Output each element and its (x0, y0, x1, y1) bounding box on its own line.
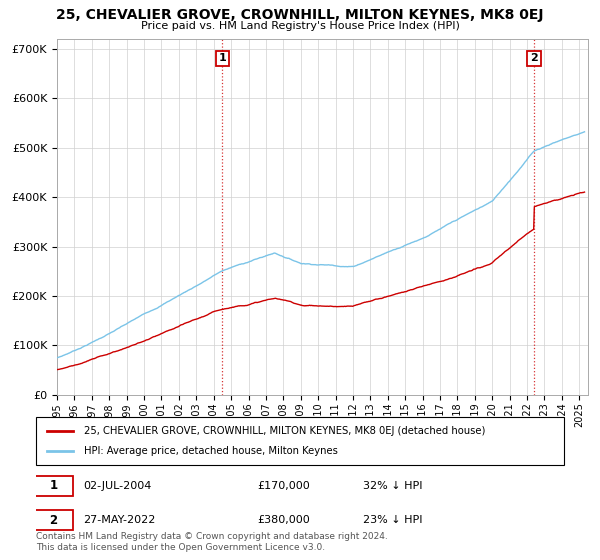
Text: 1: 1 (218, 53, 226, 63)
Text: 2: 2 (49, 514, 58, 526)
Text: 27-MAY-2022: 27-MAY-2022 (83, 515, 156, 525)
Text: Price paid vs. HM Land Registry's House Price Index (HPI): Price paid vs. HM Land Registry's House … (140, 21, 460, 31)
Text: £170,000: £170,000 (258, 481, 311, 491)
Text: £380,000: £380,000 (258, 515, 311, 525)
Text: 02-JUL-2004: 02-JUL-2004 (83, 481, 152, 491)
Text: 2: 2 (530, 53, 538, 63)
Text: 1: 1 (49, 479, 58, 492)
Text: HPI: Average price, detached house, Milton Keynes: HPI: Average price, detached house, Milt… (83, 446, 337, 456)
FancyBboxPatch shape (34, 475, 73, 496)
Text: Contains HM Land Registry data © Crown copyright and database right 2024.
This d: Contains HM Land Registry data © Crown c… (36, 532, 388, 552)
Text: 25, CHEVALIER GROVE, CROWNHILL, MILTON KEYNES, MK8 0EJ: 25, CHEVALIER GROVE, CROWNHILL, MILTON K… (56, 8, 544, 22)
Text: 25, CHEVALIER GROVE, CROWNHILL, MILTON KEYNES, MK8 0EJ (detached house): 25, CHEVALIER GROVE, CROWNHILL, MILTON K… (83, 426, 485, 436)
Text: 32% ↓ HPI: 32% ↓ HPI (364, 481, 423, 491)
Text: 23% ↓ HPI: 23% ↓ HPI (364, 515, 423, 525)
FancyBboxPatch shape (34, 510, 73, 530)
